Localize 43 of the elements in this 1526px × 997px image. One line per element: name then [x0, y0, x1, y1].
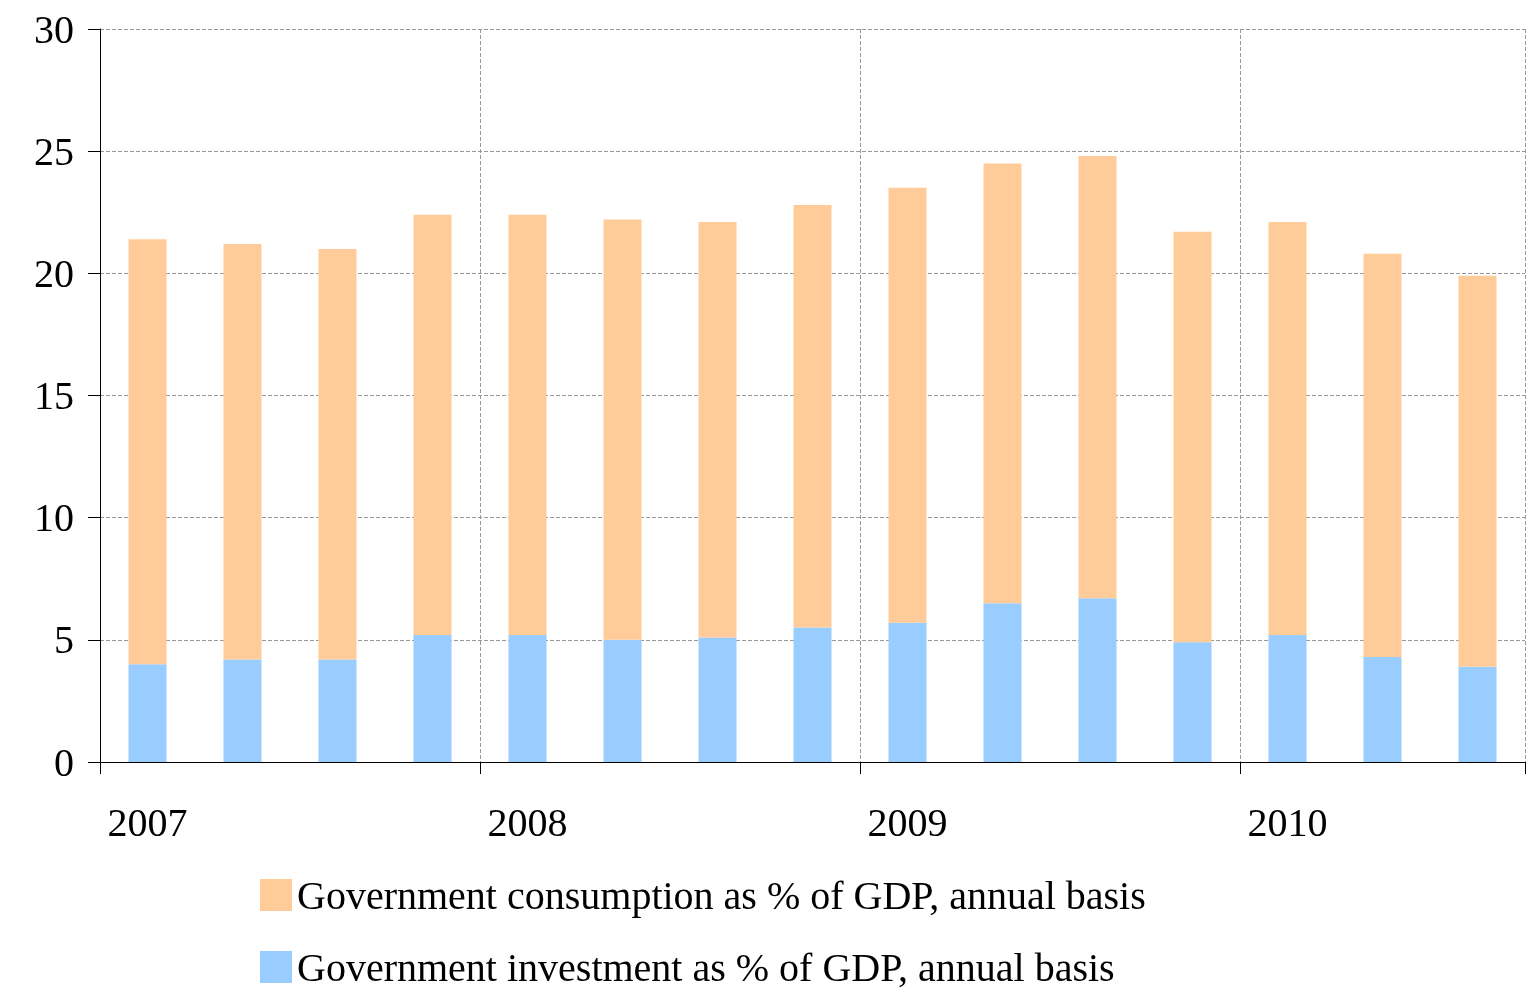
- bar: [508, 634, 547, 762]
- bar: [1268, 634, 1307, 762]
- y-tick-label: 15: [34, 373, 74, 418]
- bar: [128, 664, 167, 762]
- bar: [1268, 222, 1307, 635]
- bar: [1363, 656, 1402, 762]
- y-tick-label: 5: [54, 617, 74, 663]
- bar: [1173, 642, 1212, 762]
- bar: [983, 163, 1022, 604]
- bar: [223, 659, 262, 762]
- bar: [413, 214, 452, 635]
- bar: [983, 603, 1022, 762]
- legend-label: Government consumption as % of GDP, annual basis: [297, 872, 1146, 918]
- legend-label: Government investment as % of GDP, annual basis: [297, 944, 1115, 990]
- bar: [603, 219, 642, 640]
- bar: [888, 187, 927, 623]
- bar: [318, 248, 357, 660]
- y-tick-label: 30: [34, 6, 74, 52]
- bar: [888, 622, 927, 762]
- bar: [698, 637, 737, 762]
- bar: [698, 222, 737, 638]
- bar: [1078, 598, 1117, 762]
- bar: [603, 639, 642, 762]
- x-tick-label: 2010: [1247, 799, 1328, 845]
- bar: [793, 627, 832, 762]
- bar: [413, 634, 452, 762]
- bar: [223, 244, 262, 660]
- bar: [1173, 231, 1212, 643]
- bar: [1458, 666, 1497, 762]
- y-tick-label: 10: [34, 495, 74, 541]
- y-tick-label: 20: [34, 250, 74, 296]
- x-tick-label: 2008: [487, 799, 568, 845]
- bar: [318, 659, 357, 762]
- x-tick-label: 2007: [107, 799, 188, 845]
- bar: [1078, 156, 1117, 599]
- bar: [508, 214, 547, 635]
- y-tick-label: 25: [34, 128, 74, 174]
- bar: [1363, 253, 1402, 657]
- bar: [793, 204, 832, 628]
- y-tick-label: 0: [54, 739, 74, 785]
- bar: [1458, 275, 1497, 667]
- bar: [128, 239, 167, 665]
- x-tick-label: 2009: [867, 799, 948, 845]
